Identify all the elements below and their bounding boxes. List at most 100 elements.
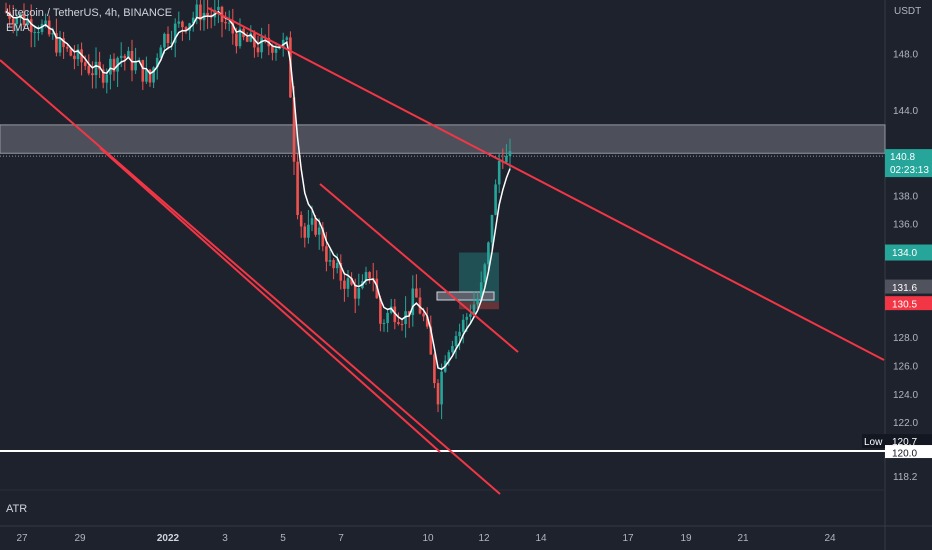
candle-body: [400, 323, 404, 325]
candle-body: [227, 22, 231, 24]
candle-body: [299, 214, 303, 227]
candle-body: [469, 314, 472, 317]
candle-body: [497, 160, 501, 185]
ema-indicator-label[interactable]: EMA: [6, 22, 30, 34]
candle-body: [26, 19, 29, 25]
candle-body: [382, 323, 386, 325]
chart-legend: Litecoin / TetherUS, 4h, BINANCE EMA: [6, 6, 172, 36]
candle-body: [296, 161, 299, 215]
symbol-title[interactable]: Litecoin / TetherUS, 4h, BINANCE: [6, 7, 173, 19]
candle-body: [256, 47, 260, 53]
time-tick-label: 27: [16, 533, 28, 544]
channel-upper-line: [207, 7, 885, 361]
candle-body: [307, 224, 310, 238]
candle-body: [292, 97, 296, 162]
candle-body: [447, 352, 451, 361]
candle-body: [159, 47, 163, 58]
candle-body: [195, 4, 199, 18]
candle-body: [152, 67, 155, 83]
price-tick-label: 124.0: [893, 390, 918, 401]
candle-body: [145, 69, 148, 82]
time-tick-label: 24: [824, 533, 836, 544]
time-tick-label: 7: [338, 533, 344, 544]
candle-body: [393, 306, 397, 323]
candle-body: [368, 272, 371, 279]
candle-body: [357, 288, 361, 299]
candle-body: [170, 42, 173, 44]
atr-pane-label[interactable]: ATR: [6, 503, 28, 515]
candle-body: [8, 11, 11, 19]
order-block: [436, 291, 495, 301]
target-price-badge-bg: [885, 244, 932, 261]
candle-body: [461, 319, 465, 332]
price-tick-label: 138.0: [893, 191, 918, 202]
candle-body: [177, 21, 181, 24]
candle-body: [155, 57, 159, 68]
candle-body: [317, 227, 321, 235]
stop-price-badge: 130.5: [892, 300, 917, 311]
candle-body: [173, 23, 177, 43]
candle-body: [404, 311, 407, 325]
candle-body: [379, 298, 382, 324]
countdown-label: 02:23:13: [890, 165, 929, 176]
time-tick-label: 3: [222, 533, 228, 544]
time-tick-label: 19: [680, 533, 692, 544]
candle-body: [411, 288, 415, 315]
time-tick-label: 21: [737, 533, 749, 544]
candle-body: [505, 156, 508, 163]
candle-body: [440, 371, 443, 405]
candle-body: [260, 37, 263, 53]
time-tick-label: 12: [478, 533, 490, 544]
candle-body: [166, 33, 170, 44]
candle-body: [429, 326, 433, 355]
time-tick-label: 10: [422, 533, 434, 544]
candle-body: [346, 278, 350, 289]
candle-body: [112, 58, 116, 72]
stop-price-badge-bg: [885, 296, 932, 311]
entry-price-badge-bg: [885, 279, 932, 294]
candle-body: [407, 311, 411, 315]
candle-body: [472, 304, 476, 315]
candle-body: [184, 27, 188, 31]
candle-body: [235, 33, 238, 47]
low-badge-bg: [862, 434, 932, 449]
candle-body: [328, 260, 332, 262]
support-price-badge-bg: [885, 445, 932, 459]
candle-body: [325, 246, 328, 262]
price-tick-label: 118.2: [893, 472, 918, 483]
candle-body: [249, 33, 253, 42]
candle-body: [335, 263, 339, 269]
candle-body: [199, 4, 202, 21]
price-tick-label: 126.0: [893, 361, 918, 372]
candle-body: [483, 264, 487, 283]
price-tick-label: 136.0: [893, 220, 918, 231]
candle-body: [37, 32, 40, 34]
candle-body: [33, 32, 37, 34]
time-tick-label: 5: [280, 533, 286, 544]
candle-body: [332, 260, 335, 269]
candle-body: [415, 288, 418, 298]
candle-body: [321, 227, 325, 247]
candle-body: [389, 306, 393, 313]
candle-body: [62, 38, 65, 48]
candle-body: [224, 22, 227, 24]
currency-label: USDT: [894, 6, 921, 17]
descending-channel-lower: [99, 147, 441, 453]
candle-body: [73, 55, 76, 60]
candle-body: [69, 48, 73, 56]
time-tick-label: 29: [74, 533, 86, 544]
price-tick-label: 122.0: [893, 418, 918, 429]
candle-body: [465, 316, 469, 320]
candle-body: [58, 38, 62, 53]
candle-body: [339, 263, 343, 281]
candle-body: [454, 336, 458, 347]
low-value: 120.7: [892, 437, 917, 448]
candle-body: [278, 48, 281, 50]
candle-body: [238, 28, 242, 47]
price-tick-label: 144.0: [893, 106, 918, 117]
candle-body: [494, 184, 497, 215]
low-label: Low: [864, 437, 883, 448]
candle-body: [433, 354, 436, 384]
candle-body: [303, 226, 307, 238]
